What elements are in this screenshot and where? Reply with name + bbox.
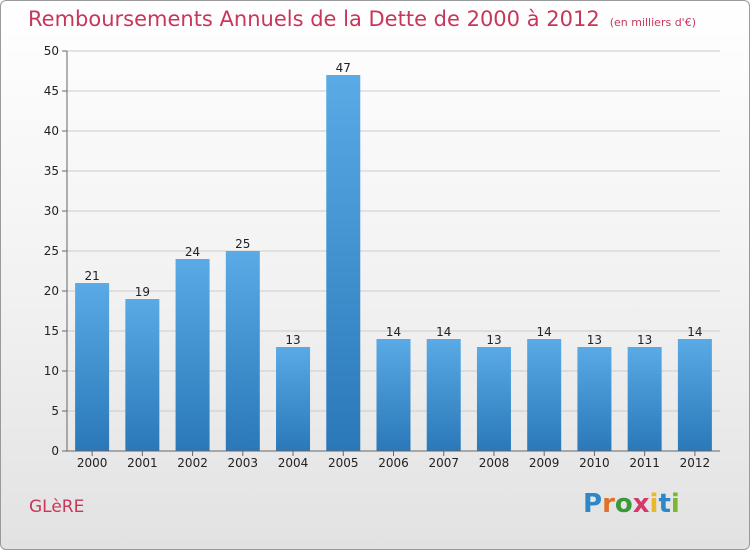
logo-letter: o (614, 489, 633, 519)
logo-letter: r (602, 489, 615, 519)
y-tick-label: 20 (44, 284, 59, 298)
bar (577, 347, 612, 451)
proxiti-logo[interactable]: Proxiti (583, 489, 680, 519)
logo-letter: P (583, 489, 603, 519)
chart-title: Remboursements Annuels de la Dette de 20… (28, 7, 600, 31)
y-tick-label: 5 (51, 404, 59, 418)
x-tick-label: 2005 (328, 456, 359, 470)
x-tick-label: 2004 (278, 456, 309, 470)
bar-value-label: 13 (637, 333, 652, 347)
bar-value-label: 14 (687, 325, 702, 339)
bar-value-label: 19 (135, 285, 150, 299)
bar (376, 339, 411, 451)
bar (426, 339, 461, 451)
axes: 0 5 10 15 20 25 30 35 40 45 50 (44, 44, 720, 458)
bar (527, 339, 562, 451)
y-tick-label: 0 (51, 444, 59, 458)
bar (75, 283, 110, 451)
bar-value-label: 24 (185, 245, 200, 259)
bar-value-label: 13 (486, 333, 501, 347)
bar (175, 259, 210, 451)
commune-name: GLèRE (29, 497, 85, 517)
logo-letter: t (658, 489, 671, 519)
x-tick-label: 2008 (479, 456, 510, 470)
bar-value-label: 21 (84, 269, 99, 283)
bar-value-label: 25 (235, 237, 250, 251)
logo-letter: i (649, 489, 659, 519)
y-tick-label: 30 (44, 204, 59, 218)
bar-value-label: 13 (587, 333, 602, 347)
chart-subtitle: (en milliers d'€) (609, 16, 696, 29)
x-tick-label: 2001 (127, 456, 158, 470)
bars (75, 75, 712, 451)
logo-letter: x (632, 489, 650, 519)
x-tick-label: 2000 (77, 456, 108, 470)
x-tick-label: 2003 (228, 456, 259, 470)
bar-value-label: 13 (285, 333, 300, 347)
y-tick-label: 40 (44, 124, 59, 138)
bar (476, 347, 511, 451)
bar-value-label: 14 (537, 325, 552, 339)
x-tick-label: 2012 (680, 456, 711, 470)
bar (225, 251, 260, 451)
bar-value-label: 47 (336, 61, 351, 75)
y-tick-label: 10 (44, 364, 59, 378)
y-tick-label: 15 (44, 324, 59, 338)
x-tick-label: 2006 (378, 456, 409, 470)
x-tick-label: 2002 (177, 456, 208, 470)
y-tick-label: 45 (44, 84, 59, 98)
x-tick-label: 2009 (529, 456, 560, 470)
bar (627, 347, 662, 451)
x-tick-label: 2011 (629, 456, 660, 470)
bar (677, 339, 712, 451)
logo-letter: i (670, 489, 680, 519)
bar-value-label: 14 (386, 325, 401, 339)
x-tick-label: 2007 (428, 456, 459, 470)
bar-value-label: 14 (436, 325, 451, 339)
x-tick-label: 2010 (579, 456, 610, 470)
chart-title-area: Remboursements Annuels de la Dette de 20… (28, 7, 696, 31)
y-tick-label: 35 (44, 164, 59, 178)
bar (326, 75, 361, 451)
labels: 21 2000 19 2001 24 2002 25 2003 13 2004 47 2005 14 20… (77, 61, 710, 470)
y-tick-label: 25 (44, 244, 59, 258)
y-tick-label: 50 (44, 44, 59, 58)
bar (276, 347, 311, 451)
bar (125, 299, 160, 451)
